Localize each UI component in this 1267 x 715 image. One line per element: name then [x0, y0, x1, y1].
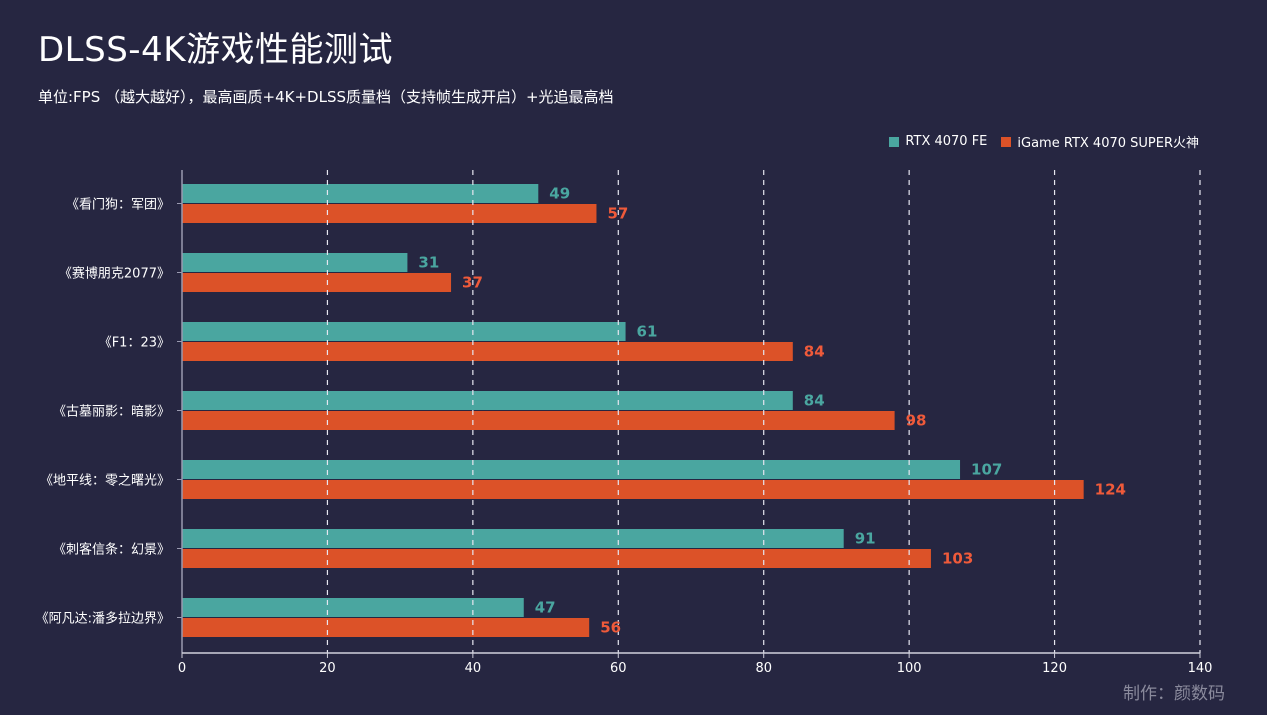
- value-label-series-1-cat-2: 84: [804, 343, 825, 361]
- bar-series-1-cat-3: [182, 411, 895, 430]
- bar-series-0-cat-3: [182, 391, 793, 410]
- value-label-series-1-cat-0: 57: [607, 205, 628, 223]
- bar-series-0-cat-2: [182, 322, 626, 341]
- x-tick-label-0: 0: [178, 661, 186, 676]
- legend-item-rtx4070fe: RTX 4070 FE: [889, 134, 987, 149]
- value-label-series-1-cat-5: 103: [942, 550, 973, 568]
- x-tick-label-7: 140: [1188, 661, 1213, 676]
- legend-swatch-series-0: [889, 136, 900, 147]
- legend-label-series-1: iGame RTX 4070 SUPER火神: [1017, 136, 1199, 151]
- legend-label-series-0: RTX 4070 FE: [905, 134, 988, 149]
- value-label-series-0-cat-4: 107: [971, 461, 1002, 479]
- chart-title: DLSS-4K游戏性能测试: [38, 30, 393, 70]
- bar-series-1-cat-1: [182, 273, 452, 292]
- value-label-series-0-cat-2: 61: [637, 323, 658, 341]
- credit-text: 制作：颜数码: [1123, 684, 1225, 704]
- value-label-series-0-cat-3: 84: [804, 392, 825, 410]
- category-label-1: 《赛博朋克2077》: [59, 266, 170, 282]
- value-label-series-1-cat-1: 37: [462, 274, 483, 292]
- bar-series-1-cat-5: [182, 549, 931, 568]
- value-label-series-1-cat-6: 56: [600, 619, 621, 637]
- bar-series-0-cat-0: [182, 184, 539, 203]
- bar-series-0-cat-4: [182, 460, 961, 479]
- bar-series-1-cat-6: [182, 618, 590, 637]
- legend-swatch-series-1: [1001, 136, 1012, 147]
- x-tick-label-5: 100: [897, 661, 922, 676]
- legend: RTX 4070 FE iGame RTX 4070 SUPER火神: [881, 132, 1199, 151]
- bar-series-0-cat-5: [182, 529, 844, 548]
- labels-group: 49 57 《看门狗：军团》 31 37 《赛博朋克2077》 61 84 《F1：23》 84 9…: [36, 185, 1213, 677]
- x-tick-label-6: 120: [1042, 661, 1067, 676]
- category-label-5: 《刺客信条：幻景》: [53, 542, 170, 558]
- category-label-2: 《F1：23》: [99, 336, 170, 351]
- value-label-series-0-cat-1: 31: [418, 254, 439, 272]
- value-label-series-0-cat-5: 91: [855, 530, 876, 548]
- bar-series-1-cat-2: [182, 342, 793, 361]
- value-label-series-1-cat-3: 98: [906, 412, 927, 430]
- value-label-series-1-cat-4: 124: [1095, 481, 1126, 499]
- bar-series-1-cat-4: [182, 480, 1084, 499]
- x-tick-label-2: 40: [465, 661, 482, 676]
- value-label-series-0-cat-6: 47: [535, 599, 556, 617]
- bar-series-1-cat-0: [182, 204, 597, 223]
- legend-item-igame-rtx4070super: iGame RTX 4070 SUPER火神: [1001, 132, 1199, 151]
- bar-series-0-cat-6: [182, 598, 524, 617]
- category-label-4: 《地平线：零之曙光》: [40, 474, 170, 489]
- axes-group: [177, 170, 1201, 658]
- category-label-6: 《阿凡达:潘多拉边界》: [36, 611, 170, 627]
- value-label-series-0-cat-0: 49: [549, 185, 570, 203]
- x-tick-label-4: 80: [755, 661, 772, 676]
- chart-subtitle: 单位:FPS （越大越好），最高画质+4K+DLSS质量档（支持帧生成开启）+光…: [38, 88, 614, 106]
- category-label-0: 《看门狗：军团》: [66, 197, 170, 213]
- gridlines-group: [326, 170, 1201, 653]
- category-label-3: 《古墓丽影：暗影》: [53, 405, 170, 420]
- x-tick-label-3: 60: [610, 661, 627, 676]
- bar-series-0-cat-1: [182, 253, 408, 272]
- bars-group: [182, 184, 1084, 637]
- x-tick-label-1: 20: [319, 661, 336, 676]
